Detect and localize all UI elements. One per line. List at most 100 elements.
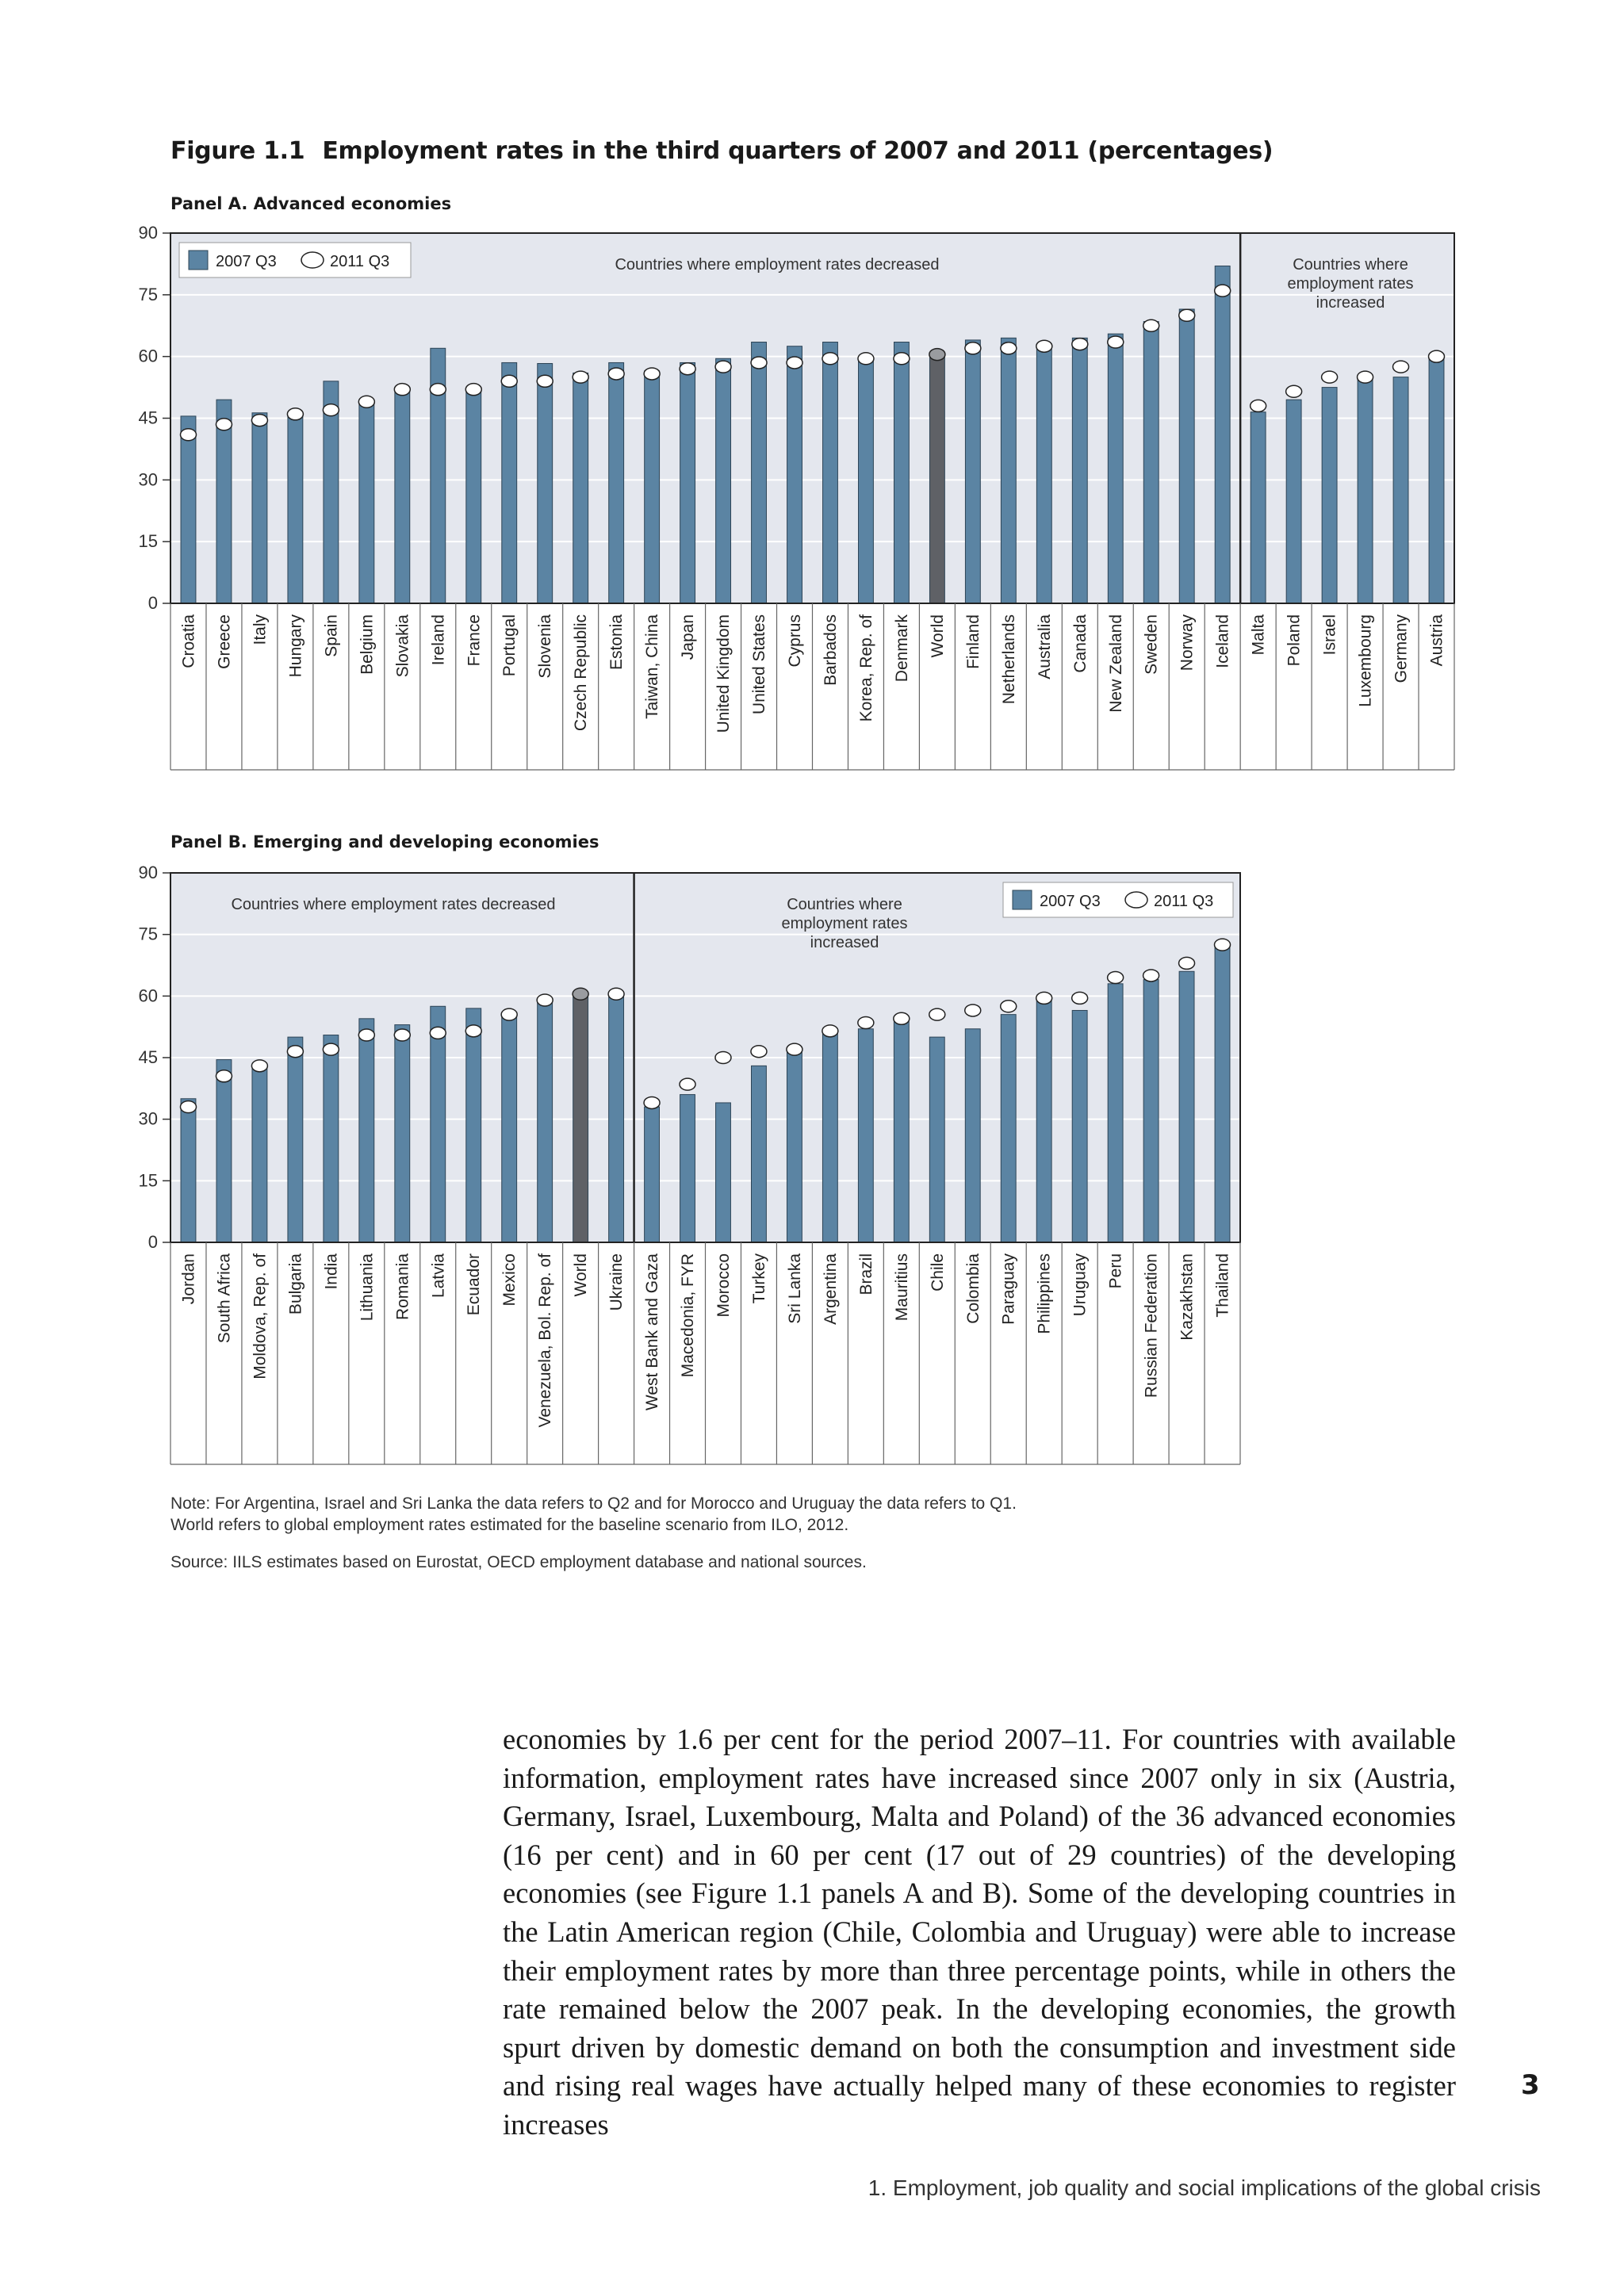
y-tick-label: 60 — [139, 985, 158, 1005]
figure-title-text: Employment rates in the third quarters o… — [322, 137, 1274, 165]
category-label: Jordan — [179, 1253, 197, 1304]
body-paragraph: economies by 1.6 per cent for the period… — [503, 1723, 1456, 2141]
category-label: Poland — [1285, 614, 1304, 666]
bar-2007 — [964, 1028, 981, 1243]
bar-2007 — [822, 342, 838, 604]
bar-2007 — [287, 411, 304, 604]
bar-2007 — [1107, 333, 1124, 604]
legend-box — [1002, 882, 1234, 918]
bar-2007 — [1107, 983, 1124, 1243]
bar-2007 — [715, 358, 732, 604]
category-label: United States — [750, 614, 768, 714]
legend-label-2011: 2011 Q3 — [1154, 893, 1213, 910]
figure-number: Figure 1.1 — [170, 137, 305, 165]
group-label: Countries where employment rates increased — [1288, 256, 1414, 312]
running-footer: 1. Employment, job quality and social im… — [868, 2175, 1541, 2200]
category-label: Lithuania — [358, 1253, 376, 1322]
bar-2007 — [1071, 337, 1088, 604]
marker-2011 — [572, 370, 589, 384]
note-line-2: World refers to global employment rates … — [170, 1516, 849, 1534]
category-label: Chile — [929, 1253, 947, 1292]
page-number: 3 — [1521, 2069, 1540, 2101]
marker-2011 — [536, 993, 553, 1007]
bar-2007 — [394, 388, 411, 604]
category-label: Luxembourg — [1357, 614, 1375, 707]
bar-2007 — [964, 339, 981, 604]
note-line-1: Note: For Argentina, Israel and Sri Lank… — [170, 1494, 1017, 1513]
bar-2007 — [287, 1036, 304, 1243]
marker-2011 — [964, 342, 982, 355]
bar-2007 — [573, 372, 589, 604]
bar-2007 — [1178, 970, 1195, 1243]
category-label: Thailand — [1214, 1253, 1232, 1318]
marker-2011 — [1071, 991, 1089, 1005]
marker-2011 — [929, 1008, 946, 1021]
category-label: Moldova, Rep. of — [251, 1253, 269, 1380]
marker-2011 — [607, 987, 625, 1001]
bar-2007 — [465, 388, 482, 604]
bar-2007 — [929, 1036, 945, 1243]
category-label: France — [465, 614, 483, 666]
marker-2011 — [1213, 284, 1231, 297]
marker-2011 — [1178, 956, 1196, 970]
marker-2011 — [822, 1024, 839, 1038]
bar-2007 — [858, 356, 874, 604]
marker-2011 — [1071, 337, 1089, 351]
marker-2011 — [1427, 350, 1446, 363]
legend-label-2007: 2007 Q3 — [216, 253, 277, 270]
y-tick-label: 75 — [139, 924, 158, 944]
bar-2007 — [822, 1028, 838, 1243]
marker-2011 — [643, 1096, 661, 1110]
category-label: Sri Lanka — [786, 1253, 804, 1324]
category-label: Ireland — [429, 614, 447, 665]
marker-2011 — [536, 374, 553, 388]
category-label: Kazakhstan — [1178, 1253, 1197, 1341]
category-label: Mauritius — [893, 1253, 911, 1321]
bar-2007 — [715, 1102, 731, 1243]
category-label: West Bank and Gaza — [643, 1253, 661, 1410]
marker-2011 — [643, 367, 661, 381]
category-label: South Africa — [215, 1253, 233, 1344]
y-tick-label: 0 — [148, 593, 158, 613]
category-label: Israel — [1321, 614, 1339, 655]
y-tick-label: 90 — [139, 863, 158, 882]
category-label: Iceland — [1214, 614, 1232, 668]
category-label: World — [929, 614, 947, 657]
marker-2011 — [679, 362, 696, 376]
category-label: Denmark — [893, 614, 911, 683]
category-label: Philippines — [1036, 1253, 1054, 1334]
category-label: Estonia — [607, 614, 626, 670]
legend-label-2011: 2011 Q3 — [330, 253, 389, 270]
y-tick-label: 75 — [139, 285, 158, 304]
category-label: Cyprus — [786, 614, 804, 668]
category-label: Finland — [964, 614, 982, 669]
marker-2011 — [1213, 938, 1231, 951]
marker-2011 — [500, 374, 518, 388]
marker-2011 — [286, 408, 304, 421]
bar-2007 — [787, 346, 802, 604]
category-label: Venezuela, Bol. Rep. of — [536, 1253, 554, 1428]
category-label: Belgium — [358, 614, 376, 675]
bar-2007 — [1178, 308, 1195, 604]
bar-2007 — [537, 362, 553, 604]
category-label: Latvia — [429, 1253, 447, 1298]
marker-2011 — [322, 403, 340, 417]
marker-2011 — [1356, 370, 1374, 384]
marker-2011 — [607, 367, 625, 381]
category-label: New Zealand — [1107, 614, 1125, 713]
marker-2011 — [251, 413, 269, 427]
marker-2011 — [750, 1044, 768, 1058]
marker-2011 — [1285, 385, 1303, 399]
category-label: Slovenia — [536, 614, 554, 679]
bar-2007 — [786, 1050, 802, 1243]
bar-2007 — [358, 401, 375, 604]
category-label: Australia — [1036, 614, 1054, 679]
bar-2007 — [1214, 266, 1231, 604]
bar-2007 — [358, 1018, 375, 1243]
category-label: Germany — [1392, 614, 1411, 683]
marker-2011 — [358, 395, 376, 408]
bar-2007 — [1357, 378, 1373, 604]
category-label: Mexico — [500, 1253, 519, 1307]
category-label: Slovakia — [393, 614, 412, 678]
bar-2007 — [251, 1063, 268, 1243]
